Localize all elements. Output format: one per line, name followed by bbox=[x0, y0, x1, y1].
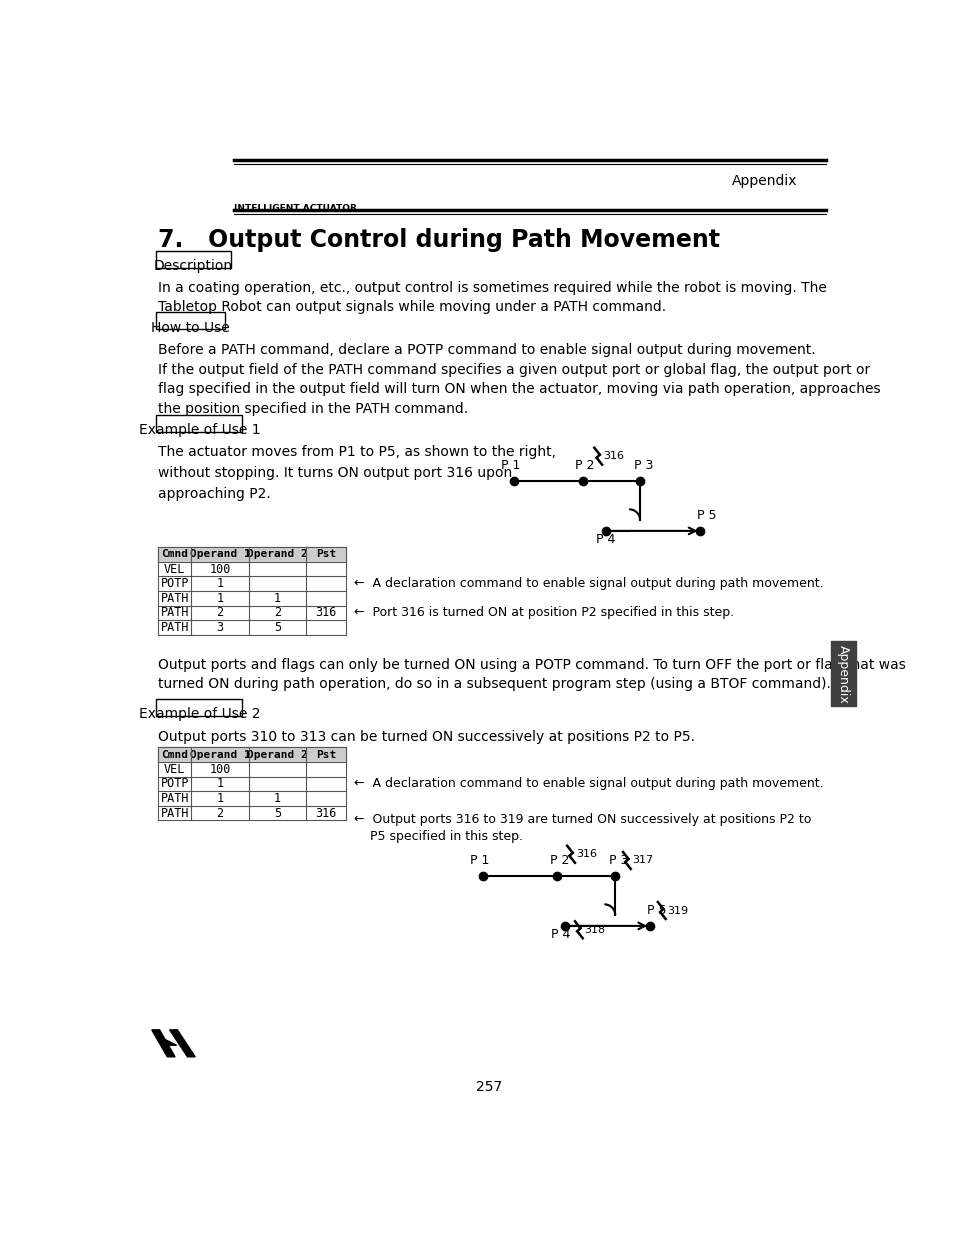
Text: In a coating operation, etc., output control is sometimes required while the rob: In a coating operation, etc., output con… bbox=[158, 280, 826, 314]
Text: 317: 317 bbox=[632, 856, 653, 866]
Bar bbox=[158, 592, 346, 605]
Text: P 2: P 2 bbox=[549, 855, 569, 867]
Text: 316: 316 bbox=[603, 451, 624, 461]
Bar bbox=[158, 762, 346, 777]
Text: The actuator moves from P1 to P5, as shown to the right,
without stopping. It tu: The actuator moves from P1 to P5, as sho… bbox=[158, 446, 556, 500]
Text: 316: 316 bbox=[315, 806, 336, 820]
Text: PATH: PATH bbox=[160, 621, 189, 634]
Bar bbox=[158, 577, 346, 592]
Polygon shape bbox=[152, 1030, 174, 1057]
Text: P 3: P 3 bbox=[609, 855, 628, 867]
Polygon shape bbox=[170, 1030, 195, 1057]
Text: Pst: Pst bbox=[315, 550, 336, 559]
Text: Operand 2: Operand 2 bbox=[247, 750, 308, 760]
FancyBboxPatch shape bbox=[156, 251, 231, 268]
Text: 5: 5 bbox=[274, 621, 280, 634]
Text: PATH: PATH bbox=[160, 592, 189, 605]
Text: 257: 257 bbox=[476, 1079, 501, 1094]
Text: P 3: P 3 bbox=[634, 459, 653, 472]
Text: PATH: PATH bbox=[160, 806, 189, 820]
Text: Operand 2: Operand 2 bbox=[247, 550, 308, 559]
Text: POTP: POTP bbox=[160, 777, 189, 790]
Text: Example of Use 1: Example of Use 1 bbox=[139, 424, 260, 437]
Text: 1: 1 bbox=[216, 792, 223, 805]
FancyBboxPatch shape bbox=[156, 312, 224, 330]
Bar bbox=[158, 792, 346, 805]
Text: 7.   Output Control during Path Movement: 7. Output Control during Path Movement bbox=[158, 227, 720, 252]
Text: How to Use: How to Use bbox=[151, 321, 230, 335]
Bar bbox=[830, 641, 856, 706]
Text: Before a PATH command, declare a POTP command to enable signal output during mov: Before a PATH command, declare a POTP co… bbox=[158, 343, 880, 415]
Text: Example of Use 2: Example of Use 2 bbox=[139, 708, 260, 721]
Text: Cmnd: Cmnd bbox=[161, 750, 188, 760]
Text: 5: 5 bbox=[274, 806, 280, 820]
Text: Appendix: Appendix bbox=[836, 645, 849, 704]
FancyBboxPatch shape bbox=[156, 415, 242, 431]
Text: ←  A declaration command to enable signal output during path movement.: ← A declaration command to enable signal… bbox=[354, 577, 822, 590]
Text: 2: 2 bbox=[216, 606, 223, 620]
Text: PATH: PATH bbox=[160, 792, 189, 805]
Text: Operand 1: Operand 1 bbox=[190, 750, 250, 760]
Text: Output ports and flags can only be turned ON using a POTP command. To turn OFF t: Output ports and flags can only be turne… bbox=[158, 658, 905, 692]
Text: 1: 1 bbox=[274, 792, 280, 805]
Text: 2: 2 bbox=[274, 606, 280, 620]
Text: 316: 316 bbox=[315, 606, 336, 620]
Text: P 1: P 1 bbox=[470, 855, 489, 867]
Bar bbox=[158, 620, 346, 635]
Text: VEL: VEL bbox=[164, 763, 185, 776]
Text: Operand 1: Operand 1 bbox=[190, 550, 250, 559]
Text: 100: 100 bbox=[209, 562, 231, 576]
Bar bbox=[158, 777, 346, 792]
Text: ←  Port 316 is turned ON at position P2 specified in this step.: ← Port 316 is turned ON at position P2 s… bbox=[354, 606, 734, 620]
Text: 2: 2 bbox=[216, 806, 223, 820]
Text: P 1: P 1 bbox=[500, 459, 519, 472]
Text: POTP: POTP bbox=[160, 577, 189, 590]
Text: VEL: VEL bbox=[164, 562, 185, 576]
Text: P 5: P 5 bbox=[697, 509, 716, 522]
Text: Appendix: Appendix bbox=[731, 174, 797, 188]
Text: ←  Output ports 316 to 319 are turned ON successively at positions P2 to
    P5 : ← Output ports 316 to 319 are turned ON … bbox=[354, 813, 811, 844]
Text: 319: 319 bbox=[666, 905, 687, 915]
Text: ←  A declaration command to enable signal output during path movement.: ← A declaration command to enable signal… bbox=[354, 777, 822, 790]
Text: 316: 316 bbox=[576, 850, 597, 860]
Text: P 4: P 4 bbox=[596, 534, 615, 546]
Bar bbox=[158, 747, 346, 762]
Polygon shape bbox=[158, 1040, 176, 1045]
Text: INTELLIGENT ACTUATOR: INTELLIGENT ACTUATOR bbox=[233, 204, 356, 212]
Text: Description: Description bbox=[154, 259, 233, 273]
Text: P 5: P 5 bbox=[646, 904, 665, 918]
Bar bbox=[158, 605, 346, 620]
Bar bbox=[158, 805, 346, 820]
Text: 100: 100 bbox=[209, 763, 231, 776]
Text: 3: 3 bbox=[216, 621, 223, 634]
Text: Cmnd: Cmnd bbox=[161, 550, 188, 559]
Text: Output ports 310 to 313 can be turned ON successively at positions P2 to P5.: Output ports 310 to 313 can be turned ON… bbox=[158, 730, 695, 743]
Text: Pst: Pst bbox=[315, 750, 336, 760]
Text: 318: 318 bbox=[583, 925, 605, 935]
Text: 1: 1 bbox=[216, 777, 223, 790]
Bar bbox=[158, 547, 346, 562]
Text: 1: 1 bbox=[216, 592, 223, 605]
Bar bbox=[158, 562, 346, 577]
Text: 1: 1 bbox=[274, 592, 280, 605]
FancyBboxPatch shape bbox=[156, 699, 242, 716]
Text: 1: 1 bbox=[216, 577, 223, 590]
Text: P 4: P 4 bbox=[551, 929, 570, 941]
Text: P 2: P 2 bbox=[575, 459, 594, 472]
Text: PATH: PATH bbox=[160, 606, 189, 620]
